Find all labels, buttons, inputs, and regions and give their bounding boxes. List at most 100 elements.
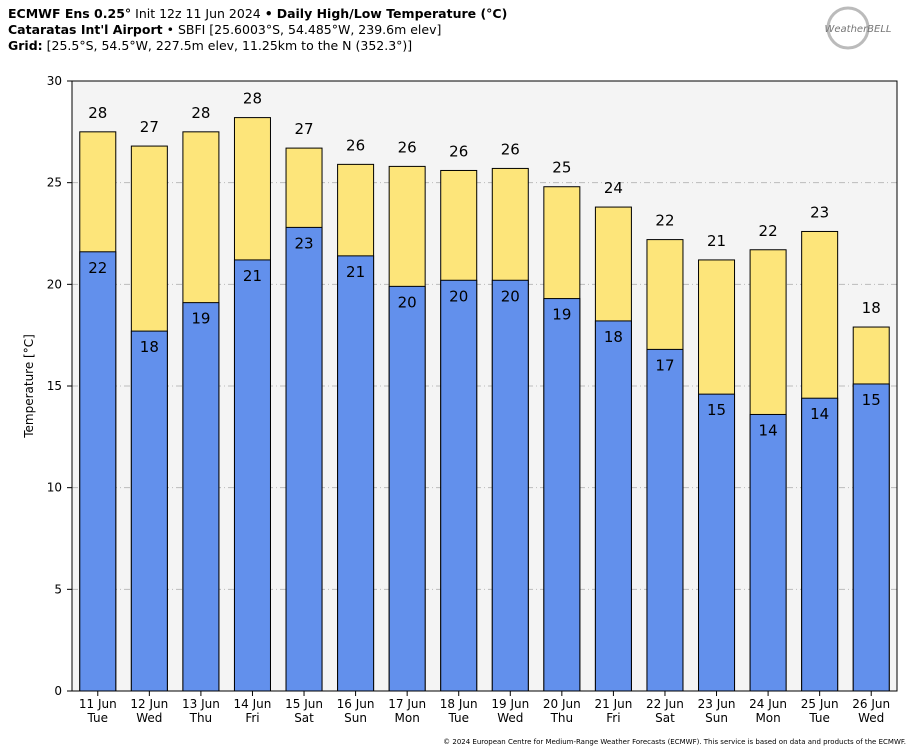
logo-circle (826, 6, 870, 50)
data-label: 18 (140, 338, 159, 356)
title-sep: • (265, 6, 273, 21)
x-tick-label: 15 Jun (285, 697, 323, 711)
bar-low (130, 330, 168, 692)
data-label: 25 (552, 159, 571, 177)
x-tick-label: 17 Jun (388, 697, 426, 711)
y-tick-label: 5 (54, 582, 62, 596)
data-label: 23 (294, 234, 313, 252)
data-label: 15 (862, 391, 881, 409)
x-tick-label: 26 Jun (852, 697, 890, 711)
data-label: 18 (862, 299, 881, 317)
data-label: 26 (398, 138, 417, 156)
data-label: 22 (759, 222, 778, 240)
bar-low (646, 348, 684, 692)
x-tick-weekday: Sun (705, 711, 728, 725)
grid-info: [25.5°S, 54.5°W, 227.5m elev, 11.25km to… (47, 38, 413, 53)
data-label: 26 (501, 140, 520, 158)
bar-low (543, 298, 581, 692)
title-model: ECMWF Ens 0.25° (8, 6, 131, 21)
data-label: 22 (655, 212, 674, 230)
x-tick-label: 11 Jun (79, 697, 117, 711)
data-label: 20 (501, 287, 520, 305)
x-tick-weekday: Wed (136, 711, 162, 725)
x-tick-label: 22 Jun (646, 697, 684, 711)
data-label: 28 (243, 90, 262, 108)
data-label: 27 (294, 120, 313, 138)
title-line: ECMWF Ens 0.25° Init 12z 11 Jun 2024 • D… (8, 6, 507, 21)
x-tick-weekday: Sat (655, 711, 675, 725)
x-tick-weekday: Tue (808, 711, 830, 725)
x-tick-label: 14 Jun (234, 697, 272, 711)
footer: © 2024 European Centre for Medium-Range … (443, 738, 906, 746)
data-label: 26 (449, 142, 468, 160)
x-tick-weekday: Fri (606, 711, 620, 725)
title-init: Init 12z 11 Jun 2024 (135, 6, 261, 21)
x-tick-label: 21 Jun (594, 697, 632, 711)
y-tick-label: 15 (47, 379, 62, 393)
bar-low (233, 259, 271, 692)
logo: WeatherBELL (824, 24, 891, 35)
title-product: Daily High/Low Temperature (°C) (277, 6, 508, 21)
data-label: 20 (449, 287, 468, 305)
y-tick-label: 25 (47, 176, 62, 190)
x-tick-label: 20 Jun (543, 697, 581, 711)
x-tick-weekday: Thu (189, 711, 213, 725)
x-tick-weekday: Sun (344, 711, 367, 725)
y-tick-label: 20 (47, 277, 62, 291)
data-label: 22 (88, 259, 107, 277)
grid-line-text: Grid: [25.5°S, 54.5°W, 227.5m elev, 11.2… (8, 38, 412, 53)
y-axis-label: Temperature [°C] (22, 334, 36, 439)
plot-area (71, 80, 898, 692)
x-tick-weekday: Tue (87, 711, 109, 725)
data-label: 21 (707, 232, 726, 250)
x-tick-label: 24 Jun (749, 697, 787, 711)
data-label: 27 (140, 118, 159, 136)
x-tick-label: 25 Jun (801, 697, 839, 711)
data-label: 21 (243, 267, 262, 285)
data-label: 19 (191, 310, 210, 328)
x-tick-weekday: Wed (858, 711, 884, 725)
y-tick-label: 30 (47, 74, 62, 88)
station-line: Cataratas Int'l Airport • SBFI [25.6003°… (8, 22, 441, 37)
bar-low (852, 383, 890, 692)
data-label: 21 (346, 263, 365, 281)
station-info: • SBFI [25.6003°S, 54.485°W, 239.6m elev… (167, 22, 442, 37)
data-label: 20 (398, 293, 417, 311)
data-label: 14 (810, 405, 829, 423)
x-tick-weekday: Sat (294, 711, 314, 725)
bar-low (698, 393, 736, 692)
x-tick-label: 13 Jun (182, 697, 220, 711)
bar-low (337, 255, 375, 692)
x-tick-label: 16 Jun (337, 697, 375, 711)
data-label: 14 (759, 421, 778, 439)
x-tick-weekday: Mon (395, 711, 420, 725)
bar-low (749, 413, 787, 692)
data-label: 23 (810, 203, 829, 221)
data-label: 28 (191, 104, 210, 122)
bar-low (801, 397, 839, 692)
x-tick-weekday: Mon (755, 711, 780, 725)
y-tick-label: 10 (47, 481, 62, 495)
bar-low (285, 226, 323, 692)
data-label: 15 (707, 401, 726, 419)
data-label: 17 (655, 356, 674, 374)
grid-label: Grid: (8, 38, 43, 53)
station-name: Cataratas Int'l Airport (8, 22, 163, 37)
bar-low (594, 320, 632, 692)
bar-low (388, 285, 426, 692)
data-label: 28 (88, 104, 107, 122)
x-tick-weekday: Fri (245, 711, 259, 725)
bar-low (79, 251, 117, 692)
x-tick-weekday: Wed (497, 711, 523, 725)
data-label: 26 (346, 136, 365, 154)
y-tick-label: 0 (54, 684, 62, 698)
x-tick-weekday: Tue (447, 711, 469, 725)
x-tick-label: 23 Jun (698, 697, 736, 711)
bar-low (182, 302, 220, 692)
x-tick-label: 12 Jun (130, 697, 168, 711)
data-label: 24 (604, 179, 623, 197)
bar-low (491, 279, 529, 692)
x-tick-label: 18 Jun (440, 697, 478, 711)
data-label: 18 (604, 328, 623, 346)
